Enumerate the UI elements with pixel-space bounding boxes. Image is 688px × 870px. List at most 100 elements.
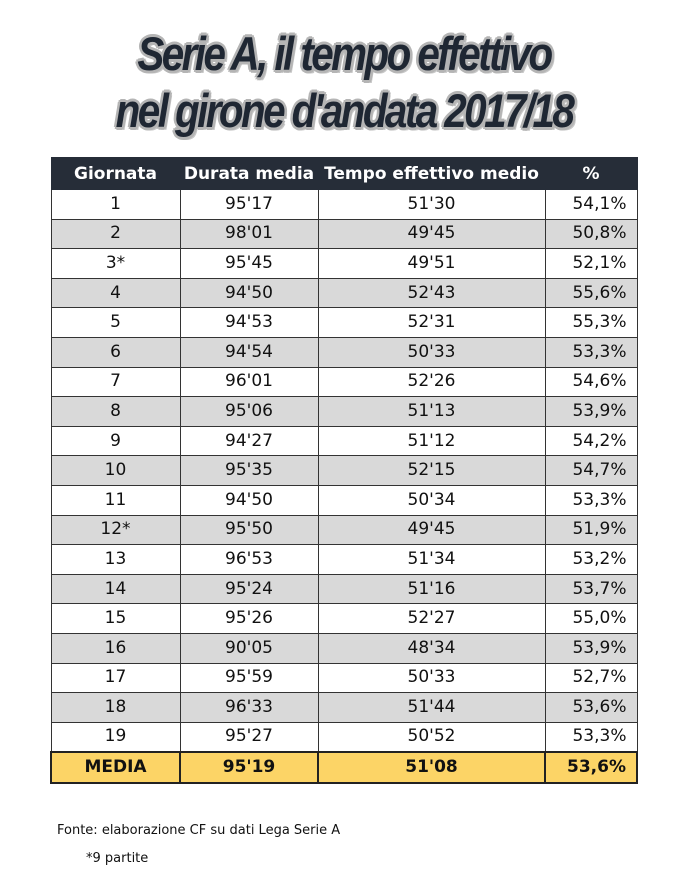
- table-row: 11 94'50 50'34 53,3%: [50, 484, 638, 516]
- media-cell-giornata: MEDIA: [50, 751, 181, 785]
- table-row: 12* 95'50 49'45 51,9%: [50, 514, 638, 546]
- cell-percent: 53,7%: [544, 573, 638, 605]
- cell-giornata: 15: [50, 603, 181, 634]
- cell-giornata: 8: [50, 396, 181, 427]
- cell-percent: 54,2%: [544, 425, 638, 457]
- cell-percent: 52,7%: [544, 662, 638, 694]
- cell-durata-media: 94'27: [179, 425, 319, 457]
- cell-giornata: 6: [50, 336, 181, 368]
- source-note: Fonte: elaborazione CF su dati Lega Seri…: [57, 823, 341, 838]
- cell-durata-media: 94'50: [179, 277, 319, 309]
- cell-percent: 54,6%: [544, 366, 638, 398]
- title-line-2: nel girone d'andata 2017/18: [115, 84, 575, 137]
- media-cell-durata-media: 95'19: [179, 751, 319, 785]
- cell-durata-media: 94'54: [179, 336, 319, 368]
- cell-tempo-effettivo: 51'44: [317, 692, 546, 723]
- cell-durata-media: 94'53: [179, 307, 319, 338]
- table-row: 19 95'27 50'52 53,3%: [50, 721, 638, 753]
- table-row: 14 95'24 51'16 53,7%: [50, 573, 638, 605]
- cell-tempo-effettivo: 50'34: [317, 484, 546, 516]
- cell-tempo-effettivo: 52'43: [317, 277, 546, 309]
- cell-tempo-effettivo: 51'30: [317, 189, 546, 220]
- table-row: 8 95'06 51'13 53,9%: [50, 396, 638, 427]
- table-row: 5 94'53 52'31 55,3%: [50, 307, 638, 338]
- cell-tempo-effettivo: 49'45: [317, 514, 546, 546]
- cell-durata-media: 95'26: [179, 603, 319, 634]
- cell-percent: 50,8%: [544, 218, 638, 250]
- cell-giornata: 2: [50, 218, 181, 250]
- cell-durata-media: 95'06: [179, 396, 319, 427]
- cell-giornata: 4: [50, 277, 181, 309]
- cell-giornata: 1: [50, 189, 181, 220]
- cell-durata-media: 96'33: [179, 692, 319, 723]
- title-line-1: Serie A, il tempo effettivo: [137, 27, 553, 80]
- table-row: 15 95'26 52'27 55,0%: [50, 603, 638, 634]
- cell-giornata: 12*: [50, 514, 181, 546]
- cell-percent: 53,2%: [544, 544, 638, 575]
- cell-tempo-effettivo: 51'34: [317, 544, 546, 575]
- header-percent: %: [544, 157, 638, 190]
- cell-percent: 53,9%: [544, 396, 638, 427]
- cell-percent: 51,9%: [544, 514, 638, 546]
- cell-tempo-effettivo: 52'31: [317, 307, 546, 338]
- cell-giornata: 14: [50, 573, 181, 605]
- cell-durata-media: 95'24: [179, 573, 319, 605]
- cell-percent: 53,3%: [544, 484, 638, 516]
- cell-percent: 55,6%: [544, 277, 638, 309]
- media-cell-tempo-effettivo: 51'08: [317, 751, 546, 785]
- cell-tempo-effettivo: 50'52: [317, 721, 546, 753]
- cell-tempo-effettivo: 51'12: [317, 425, 546, 457]
- cell-giornata: 7: [50, 366, 181, 398]
- table-row: 1 95'17 51'30 54,1%: [50, 189, 638, 220]
- cell-percent: 55,3%: [544, 307, 638, 338]
- stats-table: Giornata Durata media Tempo effettivo me…: [50, 157, 638, 785]
- table-row: 16 90'05 48'34 53,9%: [50, 632, 638, 664]
- cell-tempo-effettivo: 50'33: [317, 662, 546, 694]
- cell-giornata: 19: [50, 721, 181, 753]
- cell-durata-media: 95'59: [179, 662, 319, 694]
- table-row: 17 95'59 50'33 52,7%: [50, 662, 638, 694]
- cell-giornata: 11: [50, 484, 181, 516]
- cell-tempo-effettivo: 48'34: [317, 632, 546, 664]
- cell-durata-media: 95'27: [179, 721, 319, 753]
- header-durata-media: Durata media: [179, 157, 319, 190]
- cell-giornata: 13: [50, 544, 181, 575]
- table-row: 13 96'53 51'34 53,2%: [50, 544, 638, 575]
- cell-tempo-effettivo: 52'15: [317, 455, 546, 486]
- cell-percent: 52,1%: [544, 248, 638, 279]
- media-row: MEDIA 95'19 51'08 53,6%: [50, 751, 638, 785]
- cell-durata-media: 95'45: [179, 248, 319, 279]
- table-row: 3* 95'45 49'51 52,1%: [50, 248, 638, 279]
- cell-percent: 54,7%: [544, 455, 638, 486]
- cell-percent: 53,3%: [544, 721, 638, 753]
- cell-durata-media: 96'01: [179, 366, 319, 398]
- cell-percent: 53,3%: [544, 336, 638, 368]
- cell-giornata: 18: [50, 692, 181, 723]
- cell-giornata: 3*: [50, 248, 181, 279]
- table-row: 2 98'01 49'45 50,8%: [50, 218, 638, 250]
- cell-tempo-effettivo: 51'16: [317, 573, 546, 605]
- cell-tempo-effettivo: 49'45: [317, 218, 546, 250]
- cell-giornata: 10: [50, 455, 181, 486]
- cell-durata-media: 95'50: [179, 514, 319, 546]
- cell-tempo-effettivo: 52'26: [317, 366, 546, 398]
- table-row: 18 96'33 51'44 53,6%: [50, 692, 638, 723]
- cell-tempo-effettivo: 51'13: [317, 396, 546, 427]
- header-tempo-effettivo: Tempo effettivo medio: [317, 157, 546, 190]
- cell-giornata: 16: [50, 632, 181, 664]
- cell-giornata: 5: [50, 307, 181, 338]
- cell-durata-media: 94'50: [179, 484, 319, 516]
- cell-tempo-effettivo: 52'27: [317, 603, 546, 634]
- table-header-row: Giornata Durata media Tempo effettivo me…: [50, 157, 638, 190]
- cell-durata-media: 95'35: [179, 455, 319, 486]
- cell-giornata: 9: [50, 425, 181, 457]
- cell-tempo-effettivo: 49'51: [317, 248, 546, 279]
- table-row: 7 96'01 52'26 54,6%: [50, 366, 638, 398]
- cell-durata-media: 95'17: [179, 189, 319, 220]
- cell-durata-media: 90'05: [179, 632, 319, 664]
- header-giornata: Giornata: [50, 157, 181, 190]
- cell-giornata: 17: [50, 662, 181, 694]
- cell-percent: 54,1%: [544, 189, 638, 220]
- media-cell-percent: 53,6%: [544, 751, 638, 785]
- cell-percent: 53,9%: [544, 632, 638, 664]
